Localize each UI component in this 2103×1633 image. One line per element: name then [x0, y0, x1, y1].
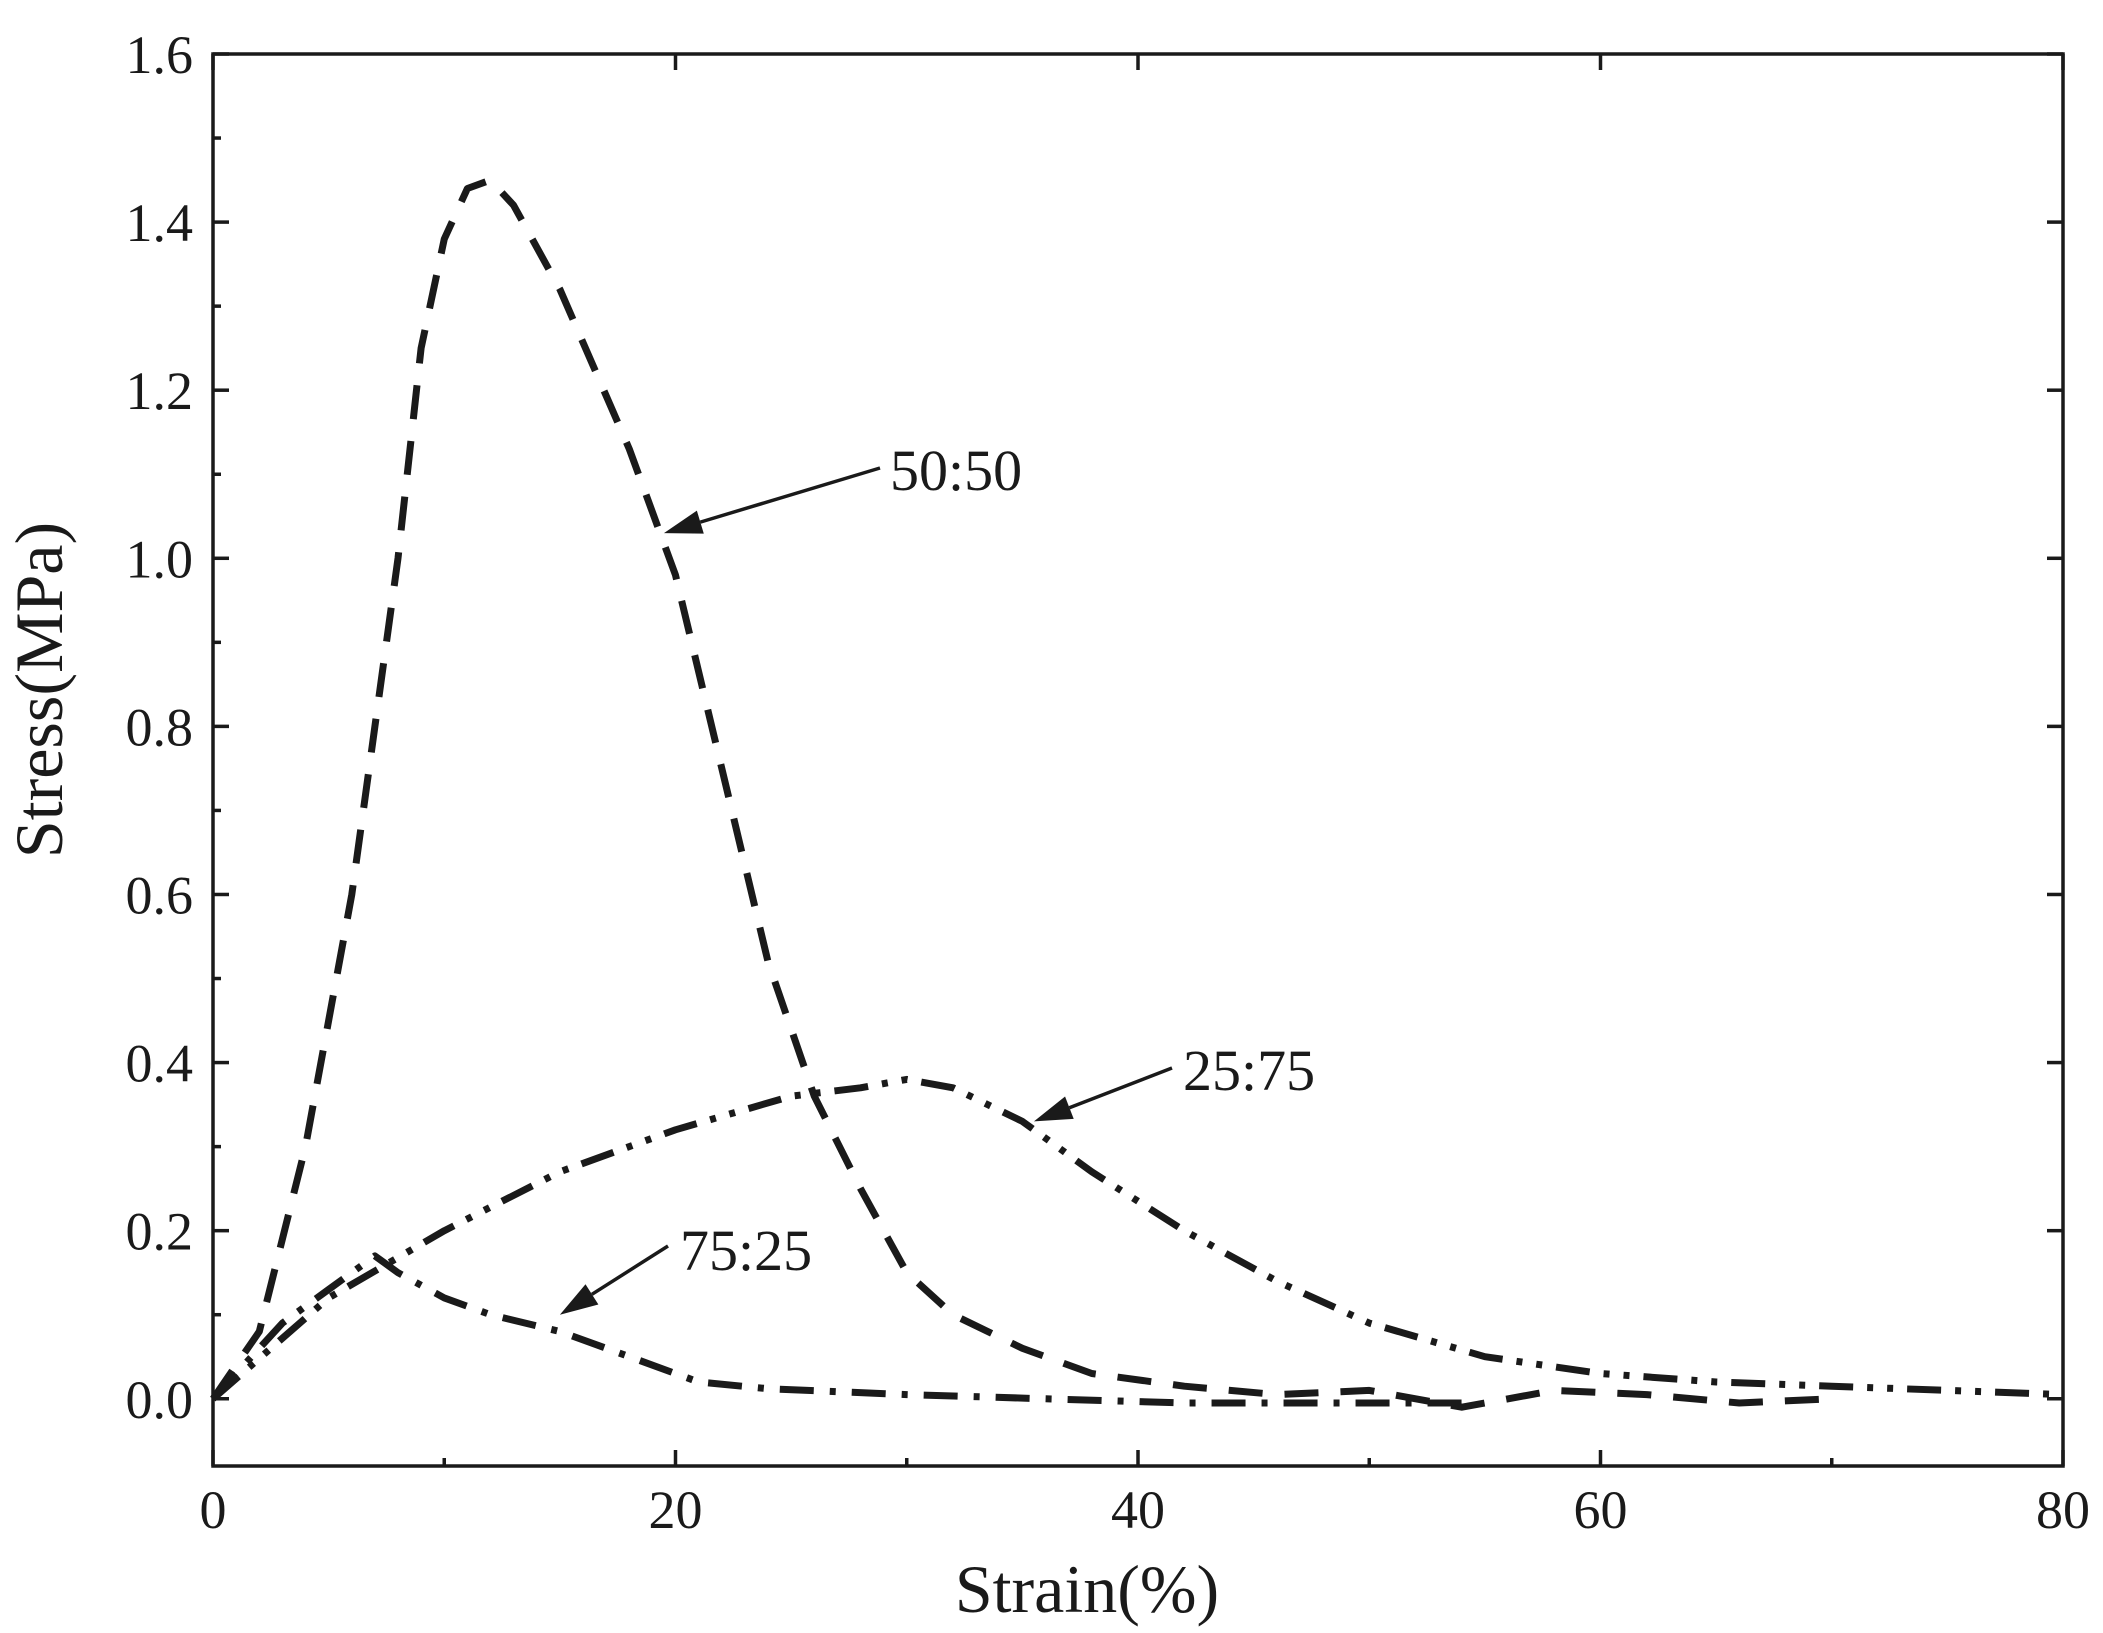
annotation-arrowhead	[663, 510, 704, 534]
y-tick-label: 0.2	[126, 1202, 194, 1262]
y-tick-label: 1.0	[126, 529, 194, 589]
x-axis-title: Strain(%)	[955, 1551, 1219, 1627]
annotation-arrowhead	[559, 1284, 599, 1315]
series-line-50-50	[210, 176, 1832, 1411]
y-tick-label: 0.4	[126, 1034, 194, 1094]
annotation-label: 75:25	[680, 1218, 812, 1283]
annotation-arrow-line	[1068, 1066, 1173, 1110]
y-tick-label: 0.0	[126, 1370, 194, 1430]
x-tick-label: 40	[1111, 1480, 1165, 1540]
plot-frame	[211, 52, 2065, 1468]
series-line-25-75	[210, 1075, 2064, 1402]
x-tick-label: 20	[649, 1480, 703, 1540]
series-line-75-25	[210, 1252, 1462, 1407]
x-tick-label: 80	[2036, 1480, 2090, 1540]
y-axis-title: Stress(MPa)	[1, 522, 77, 858]
y-tick-label: 1.6	[126, 25, 194, 85]
annotation-layer: 50:50 25:75 75:25	[559, 438, 1315, 1315]
annotation-label: 50:50	[890, 438, 1022, 503]
y-tick-label: 0.8	[126, 697, 194, 757]
y-tick-label: 1.4	[126, 193, 194, 253]
y-tick-label: 0.6	[126, 865, 194, 925]
annotation-arrow-line	[591, 1244, 669, 1296]
x-tick-label: 60	[1574, 1480, 1628, 1540]
series-layer	[210, 176, 2064, 1411]
annotation-arrow-line	[699, 466, 881, 524]
annotation-arrowhead	[1033, 1096, 1074, 1122]
y-tick-label: 1.2	[126, 361, 194, 421]
annotation-label: 25:75	[1183, 1038, 1315, 1103]
x-tick-label: 0	[200, 1480, 227, 1540]
ticks-layer: 0 20 40 60 80 0.0 0.2 0.4 0.6 0.8 1.0 1.2 1.4 1.6	[126, 25, 2091, 1540]
